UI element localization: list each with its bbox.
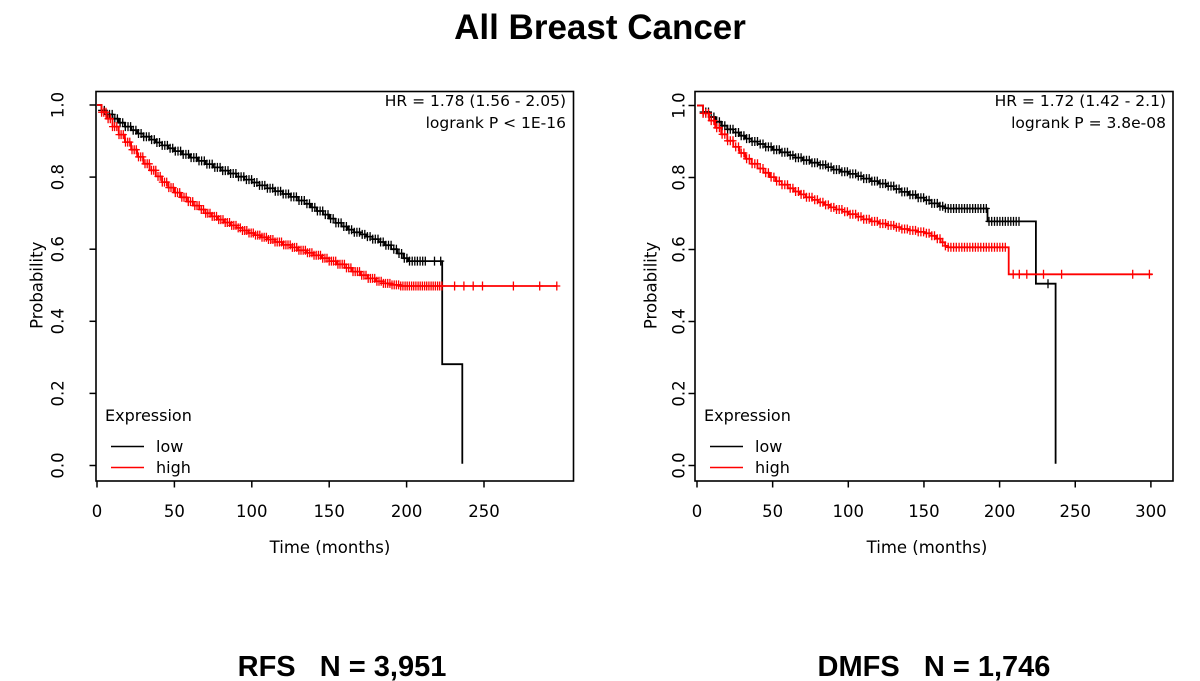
plot-box	[694, 90, 1174, 482]
y-tick-label: 0.8	[670, 164, 689, 190]
x-axis-label: Time (months)	[269, 538, 391, 557]
legend-title-rfs: Expression	[105, 406, 192, 425]
legend-label-high-rfs: high	[156, 458, 191, 477]
y-tick-label: 1.0	[670, 92, 689, 118]
x-tick-label: 100	[236, 502, 268, 521]
legend-label-low-rfs: low	[156, 437, 184, 456]
caption-line1: DMFS N = 1,746	[817, 651, 1051, 681]
y-tick-label: 0.0	[670, 452, 689, 478]
x-tick-label: 50	[164, 502, 185, 521]
x-tick-label: 50	[762, 502, 783, 521]
caption-dmfs: DMFS N = 1,746 (Distant Metastasis)	[684, 580, 1184, 681]
y-tick-label: 0.2	[670, 380, 689, 406]
logrank-value: logrank P = 3.8e-08	[1011, 113, 1166, 132]
legend-label-low-dmfs: low	[755, 437, 783, 456]
x-tick-label: 100	[833, 502, 865, 521]
y-tick-label: 1.0	[49, 92, 68, 118]
x-axis-label: Time (months)	[866, 538, 988, 557]
caption-line1: RFS N = 3,951	[237, 651, 447, 681]
x-tick-label: 150	[908, 502, 940, 521]
x-tick-label: 250	[1060, 502, 1092, 521]
legend-label-high-dmfs: high	[755, 458, 790, 477]
y-axis-label: Probability	[642, 242, 661, 329]
y-axis-label: Probability	[28, 241, 47, 328]
hr-value: HR = 1.72 (1.42 - 2.1)	[994, 92, 1166, 110]
logrank-value: logrank P < 1E-16	[425, 113, 566, 132]
y-tick-label: 0.2	[49, 380, 68, 406]
dmfs-plot: 0 50 100 150 200 250 300 0.0 0.2 0.4 0.6 0.8 1.0 Time…	[642, 90, 1174, 557]
x-tick-label: 200	[391, 502, 423, 521]
hr-value: HR = 1.78 (1.56 - 2.05)	[384, 92, 566, 110]
censor-marks-low	[699, 107, 1052, 289]
rfs-plot: 0 50 100 150 200 250 0.0 0.2 0.4 0.6 0.8 1.0 Time (m…	[28, 90, 575, 557]
censor-marks-high	[699, 108, 1153, 279]
legend-title-dmfs: Expression	[704, 406, 791, 425]
y-tick-label: 0.0	[49, 452, 68, 478]
hr-annotation-dmfs: HR = 1.72 (1.42 - 2.1) logrank P = 3.8e-…	[904, 91, 1166, 134]
y-tick-label: 0.8	[49, 164, 68, 190]
y-tick-label: 0.4	[670, 308, 689, 334]
caption-rfs: RFS N = 3,951 (Recurrence)	[92, 580, 592, 681]
x-tick-label: 0	[692, 502, 703, 521]
censor-marks-high	[98, 107, 561, 291]
x-tick-label: 250	[468, 502, 500, 521]
hr-annotation-rfs: HR = 1.78 (1.56 - 2.05) logrank P < 1E-1…	[304, 91, 566, 134]
figure-title: All Breast Cancer	[454, 8, 746, 47]
x-tick-label: 300	[1135, 502, 1167, 521]
x-tick-label: 0	[92, 502, 103, 521]
x-tick-label: 200	[984, 502, 1016, 521]
plot-box	[95, 90, 575, 482]
y-tick-label: 0.4	[49, 308, 68, 334]
x-tick-label: 150	[313, 502, 345, 521]
y-tick-label: 0.6	[49, 236, 68, 262]
y-tick-label: 0.6	[670, 236, 689, 262]
